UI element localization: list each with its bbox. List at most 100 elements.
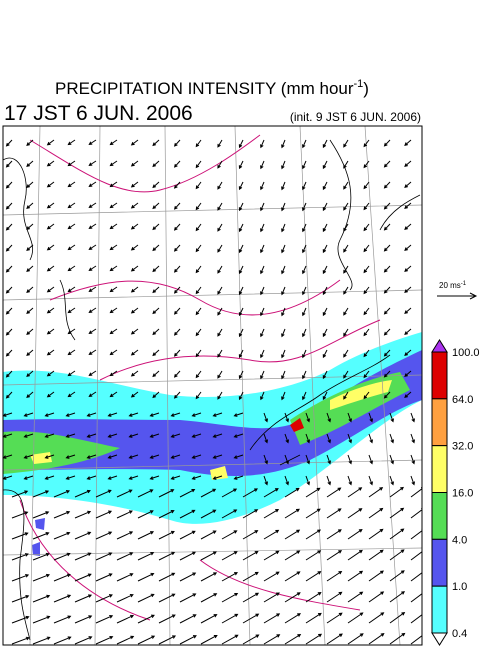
wind-arrow (410, 454, 415, 465)
wind-arrow (67, 244, 76, 251)
wind-arrow (217, 370, 223, 379)
wind-arrow (281, 349, 286, 359)
wind-arrow (67, 181, 76, 188)
wind-arrow (284, 613, 301, 624)
wind-arrow (23, 475, 34, 480)
wind-arrow (322, 181, 328, 191)
wind-arrow (130, 370, 139, 377)
wind-arrow (343, 349, 349, 358)
wind-arrow (128, 412, 139, 417)
wind-arrow (5, 181, 13, 189)
wind-arrow (158, 551, 176, 561)
wind-arrow (67, 391, 76, 398)
wind-arrow (305, 529, 321, 540)
wind-arrow (44, 433, 55, 438)
wind-arrow (404, 223, 412, 230)
wind-arrow (363, 370, 370, 379)
wind-arrow (200, 551, 217, 561)
wind-arrow (326, 412, 331, 423)
wind-arrow (242, 571, 259, 582)
wind-arrow (242, 488, 258, 498)
wind-arrow (11, 636, 30, 645)
wind-arrow (88, 391, 97, 397)
wind-arrow (86, 454, 97, 459)
wind-arrow (86, 475, 97, 480)
wind-arrow (88, 349, 97, 355)
wind-arrow (284, 433, 289, 444)
wind-arrow (86, 433, 97, 438)
wind-arrow (217, 349, 223, 358)
wind-arrow (5, 349, 13, 357)
wind-arrow (347, 454, 352, 465)
colorbar: 100.0 64.0 32.0 16.0 4.0 1.0 0.4 (431, 339, 480, 646)
wind-arrow (32, 490, 50, 498)
wind-arrow (46, 307, 55, 314)
wind-arrow (65, 454, 76, 459)
wind-arrow (26, 391, 34, 398)
wind-arrow (368, 487, 384, 498)
wind-arrow (281, 139, 286, 149)
wind-arrow (116, 510, 133, 519)
wind-arrow (128, 454, 139, 459)
wind-arrow (46, 139, 55, 146)
wind-arrow (116, 531, 134, 540)
wind-arrow (109, 349, 118, 356)
wind-arrow (404, 139, 412, 146)
wind-arrow (260, 265, 265, 275)
wind-arrow (179, 614, 197, 624)
wind-arrow (410, 549, 422, 561)
colorbar-band (431, 398, 448, 447)
wind-arrow (173, 223, 181, 231)
wind-arrow (109, 391, 118, 398)
wind-arrow (302, 265, 307, 275)
wind-arrow (149, 433, 160, 438)
wind-arrow (95, 531, 113, 540)
wind-arrow (170, 475, 181, 480)
wind-arrow (410, 570, 422, 582)
wind-arrow (383, 328, 391, 336)
wind-arrow (152, 328, 160, 336)
wind-arrow (260, 139, 265, 149)
wind-arrow (195, 328, 202, 337)
wind-arrow (302, 391, 307, 401)
wind-arrow (179, 509, 196, 519)
wind-arrow (263, 529, 280, 540)
wind-arrow (74, 573, 92, 582)
wind-arrow (302, 370, 307, 380)
wind-arrow (284, 412, 289, 423)
wind-arrow (281, 328, 286, 338)
wind-arrow (67, 139, 76, 146)
wind-arrow (322, 286, 328, 296)
wind-arrow (26, 265, 34, 272)
wind-arrow (179, 635, 197, 645)
wind-arrow (130, 286, 139, 293)
wind-arrow (46, 349, 55, 356)
wind-arrow (53, 552, 71, 561)
wind-arrow (128, 475, 139, 480)
wind-arrow (170, 412, 181, 417)
wind-arrow (88, 307, 97, 313)
wind-arrow (263, 412, 268, 423)
wind-arrow (322, 349, 328, 359)
wind-arrow (32, 511, 50, 519)
wind-arrow (158, 530, 175, 540)
wind-arrow (322, 370, 328, 380)
wind-arrow (130, 244, 139, 251)
wind-arrow (179, 572, 197, 582)
wind-arrow (173, 202, 181, 210)
wind-arrow (238, 181, 244, 191)
wind-arrow (195, 244, 202, 253)
wind-arrow (260, 181, 265, 191)
wind-arrow (74, 489, 91, 498)
wind-arrow (173, 391, 181, 399)
wind-arrow (95, 573, 113, 582)
wind-arrow (389, 570, 405, 582)
wind-arrow (404, 286, 412, 293)
wind-arrow (363, 349, 370, 358)
wind-arrow (44, 454, 55, 459)
wind-arrow (217, 202, 223, 211)
wind-arrow (263, 634, 281, 645)
wind-arrow (11, 490, 29, 498)
wind-arrow (5, 370, 13, 378)
wind-arrow (26, 307, 34, 314)
